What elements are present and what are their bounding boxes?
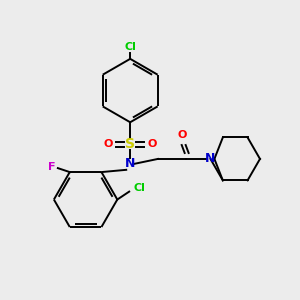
Text: F: F	[48, 162, 56, 172]
Text: Cl: Cl	[133, 183, 145, 193]
Text: N: N	[125, 158, 135, 170]
Text: S: S	[125, 137, 135, 151]
Text: Cl: Cl	[124, 42, 136, 52]
Text: N: N	[205, 152, 216, 165]
Text: O: O	[104, 139, 113, 149]
Text: O: O	[177, 130, 186, 140]
Text: O: O	[147, 139, 157, 149]
